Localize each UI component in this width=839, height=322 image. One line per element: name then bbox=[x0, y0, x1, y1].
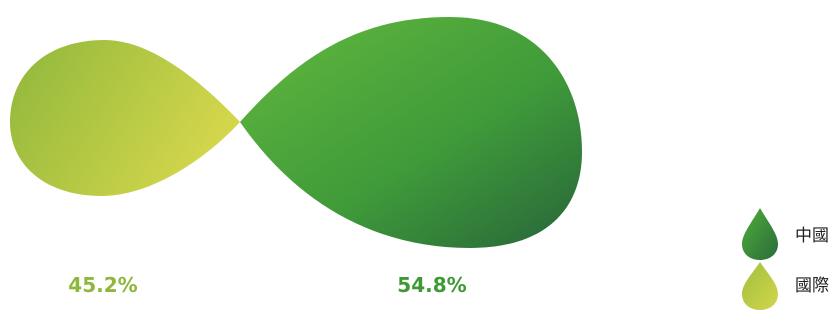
droplet-slice-intl bbox=[10, 40, 240, 196]
legend-label-intl: 國際 bbox=[795, 276, 829, 296]
droplet-slice-cn bbox=[240, 17, 582, 248]
droplet-icon bbox=[742, 208, 778, 260]
legend-label-cn: 中國 bbox=[795, 226, 829, 246]
data-label-intl: 45.2% bbox=[68, 273, 137, 297]
data-label-cn: 54.8% bbox=[397, 273, 466, 297]
legend: 中國 國際 bbox=[742, 208, 829, 310]
droplet-icon bbox=[742, 262, 778, 310]
